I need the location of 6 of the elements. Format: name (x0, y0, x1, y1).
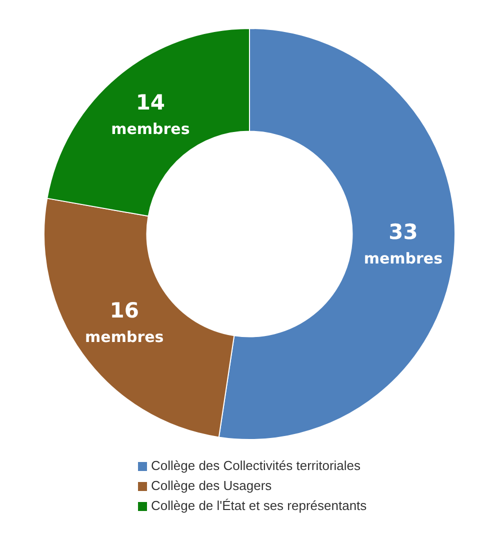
legend-label: Collège des Usagers (151, 477, 272, 495)
data-label: 33 membres (364, 220, 443, 268)
data-label: 16 membres (85, 298, 164, 346)
data-label: 14 membres (111, 90, 190, 138)
legend-label: Collège des Collectivités territoriales (151, 457, 361, 475)
legend-label: Collège de l'État et ses représentants (151, 497, 367, 515)
